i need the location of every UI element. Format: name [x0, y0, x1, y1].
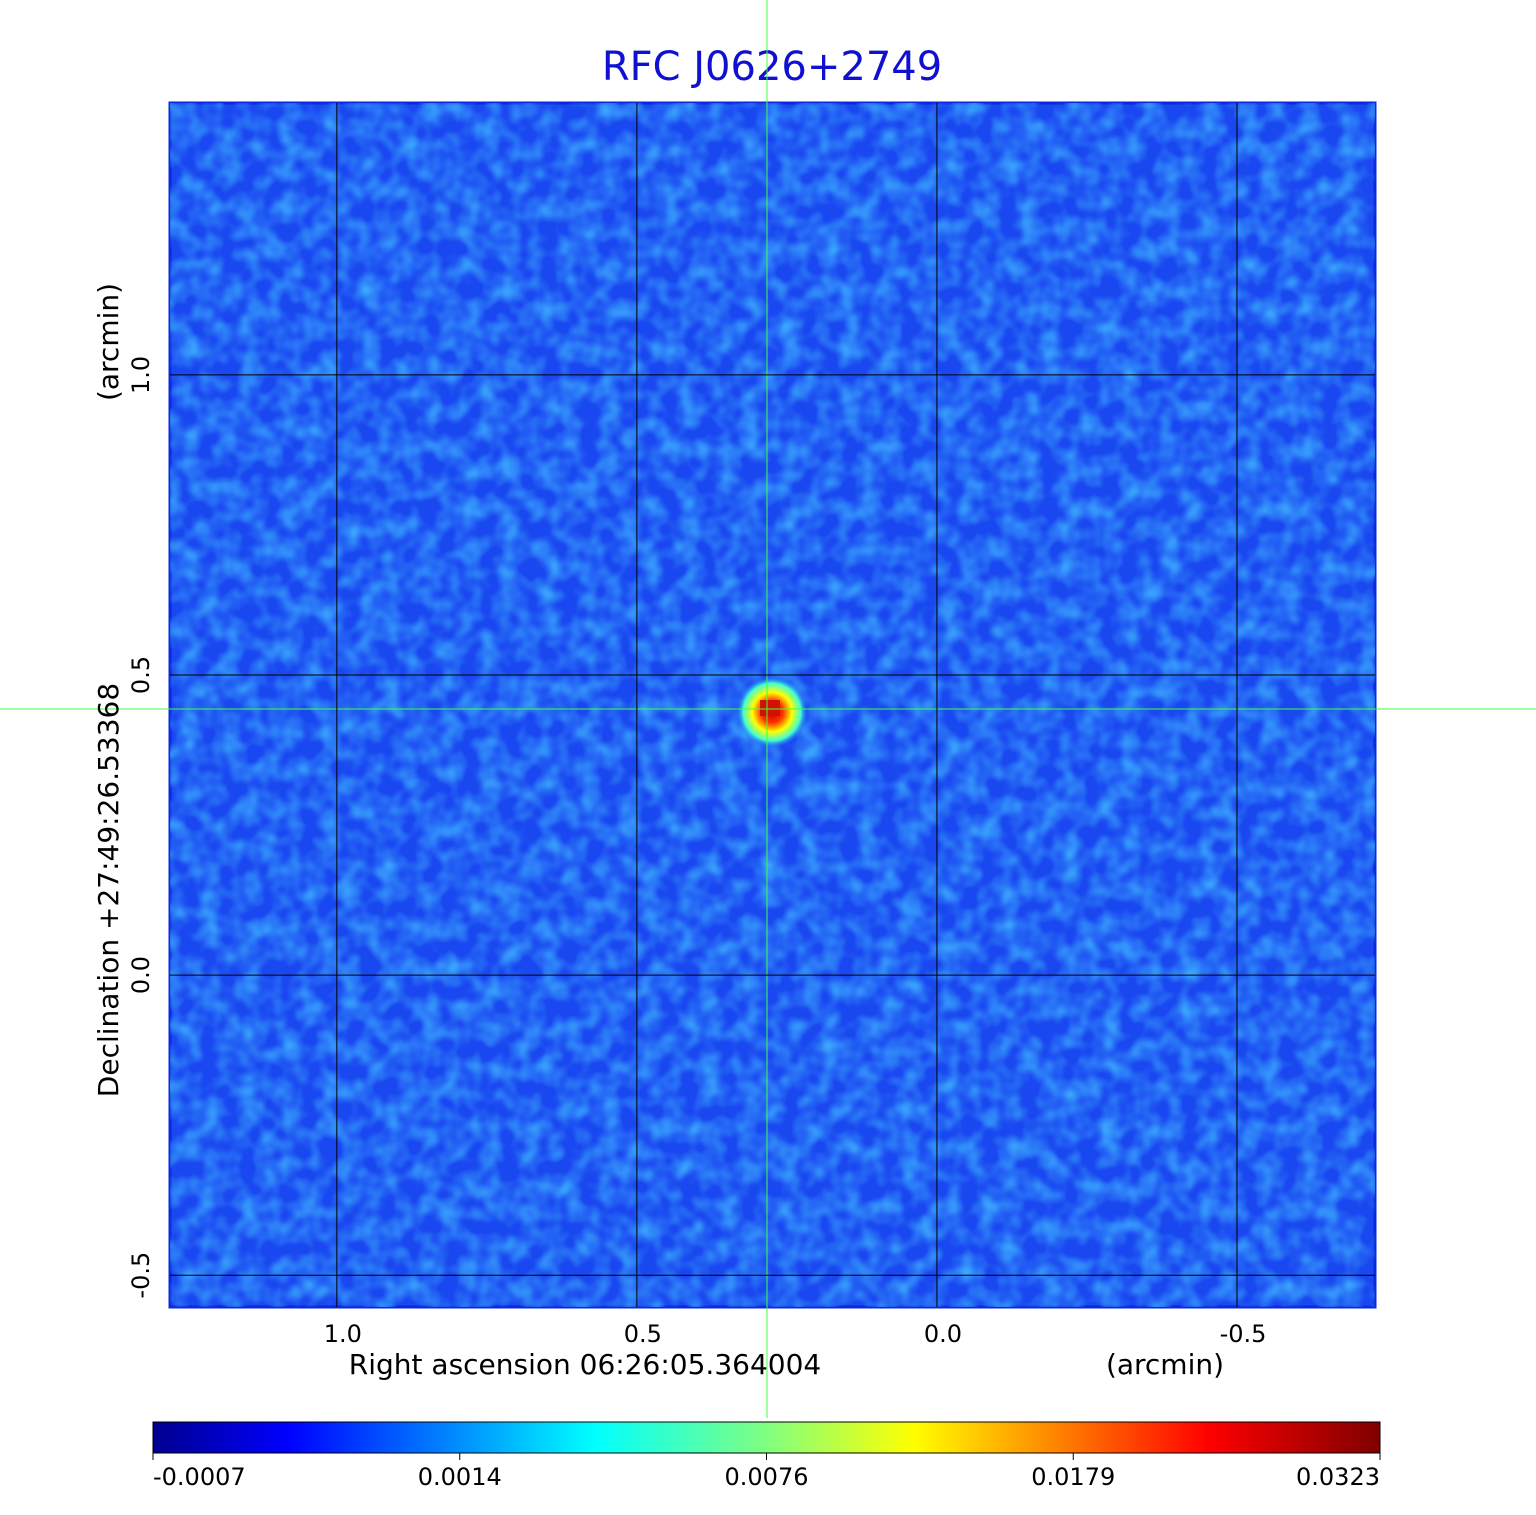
- y-axis-unit: (arcmin): [92, 283, 125, 401]
- y-tick-label: 0.5: [127, 656, 155, 694]
- sky-image: [168, 101, 1377, 1309]
- x-tick-label: 1.0: [324, 1320, 362, 1348]
- colorbar: [152, 1421, 1381, 1454]
- colorbar-tick-label: 0.0076: [725, 1463, 809, 1491]
- chart-title: RFC J0626+2749: [602, 44, 942, 90]
- y-tick-label: -0.5: [127, 1252, 155, 1299]
- colorbar-tick-label: 0.0179: [1031, 1463, 1115, 1491]
- y-tick-label: 0.0: [127, 956, 155, 994]
- y-axis-label: Declination +27:49:26.53368: [92, 683, 125, 1097]
- x-tick-label: -0.5: [1220, 1320, 1267, 1348]
- colorbar-tick-label: 0.0014: [418, 1463, 502, 1491]
- x-tick-label: 0.5: [624, 1320, 662, 1348]
- x-tick-label: 0.0: [924, 1320, 962, 1348]
- colorbar-tick-label: 0.0323: [1296, 1463, 1380, 1491]
- x-axis-label: Right ascension 06:26:05.364004: [349, 1348, 821, 1381]
- colorbar-tick-label: -0.0007: [153, 1463, 246, 1491]
- x-axis-unit: (arcmin): [1106, 1348, 1224, 1381]
- source-peak: [760, 700, 780, 716]
- y-tick-label: 1.0: [127, 356, 155, 394]
